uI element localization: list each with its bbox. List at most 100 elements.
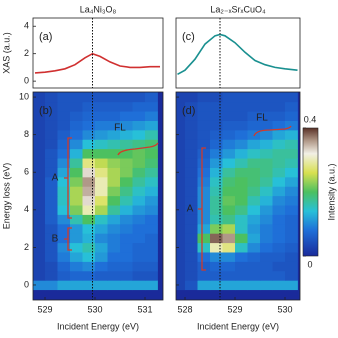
heatmap-cell (120, 120, 133, 131)
heatmap-cell (176, 176, 186, 187)
heatmap-cell (247, 242, 261, 253)
heatmap-cell (95, 92, 108, 103)
colorbar-label: Intensity (a.u.) (326, 163, 336, 220)
heatmap-cell (132, 167, 146, 178)
heatmap-cell (272, 195, 286, 206)
heatmap-cell (222, 242, 236, 253)
heatmap-cell (210, 92, 223, 103)
heatmap-cell (45, 120, 58, 131)
y-axis-label: XAS (a.u.) (1, 32, 11, 74)
heatmap-cell (222, 129, 236, 140)
heatmap-cell (82, 167, 96, 178)
heatmap-cell (176, 270, 186, 281)
panel-label: (a) (39, 31, 52, 43)
heatmap-cell (33, 148, 46, 159)
heatmap-cell (82, 261, 96, 272)
heatmap (176, 92, 298, 291)
heatmap-cell (45, 242, 58, 253)
heatmap-cell (70, 205, 83, 215)
heatmap-cell (197, 270, 211, 281)
y-tick-label: 2 (24, 242, 29, 252)
heatmap-cell (197, 111, 211, 121)
heatmap-cell (45, 223, 58, 234)
heatmap-cell (70, 167, 83, 178)
heatmap-cell (285, 214, 298, 225)
heatmap-cell (82, 205, 96, 215)
heatmap-cell (145, 176, 158, 187)
heatmap-cell (70, 261, 83, 272)
heatmap-cell (70, 242, 83, 253)
heatmap-cell (260, 261, 273, 272)
heatmap-cell (82, 280, 96, 291)
heatmap-cell (272, 233, 286, 244)
a-bracket-b (64, 137, 72, 219)
heatmap-cell (197, 186, 211, 197)
heatmap-cell (176, 195, 186, 206)
heatmap-cell (70, 139, 83, 150)
heatmap-cell (120, 214, 133, 225)
heatmap-cell (210, 167, 223, 178)
heatmap-cell (120, 205, 133, 215)
heatmap-cell (132, 176, 146, 187)
heatmap-cell (145, 148, 158, 159)
heatmap-cell (45, 270, 58, 281)
heatmap-cell (247, 223, 261, 234)
heatmap-cell (185, 261, 198, 272)
heatmap-cell (82, 214, 96, 225)
heatmap-cell (185, 148, 198, 159)
heatmap-cell (57, 242, 71, 253)
heatmap-cell (222, 111, 236, 121)
heatmap-cell (82, 195, 96, 206)
heatmap-cell (82, 223, 96, 234)
heatmap-cell (132, 148, 146, 159)
heatmap-cell (210, 261, 223, 272)
heatmap-cell (285, 280, 298, 291)
heatmap-cell (132, 195, 146, 206)
heatmap-cell (260, 186, 273, 197)
heatmap-cell (120, 261, 133, 272)
heatmap-cell (33, 111, 46, 121)
heatmap-cell (95, 158, 108, 168)
heatmap-cell (285, 186, 298, 197)
heatmap-cell (70, 270, 83, 281)
heatmap-cell (57, 280, 71, 291)
heatmap-cell (185, 205, 198, 215)
heatmap-cell (57, 205, 71, 215)
heatmap-cell (185, 111, 198, 121)
heatmap-cell (197, 92, 211, 103)
heatmap-cell (185, 233, 198, 244)
heatmap-cell (197, 148, 211, 159)
heatmap-cell (132, 205, 146, 215)
heatmap-cell (210, 280, 223, 291)
heatmap-cell (33, 280, 46, 291)
heatmap-cell (185, 120, 198, 131)
heatmap-cell (70, 280, 83, 291)
heatmap-cell (120, 242, 133, 253)
heatmap-cell (107, 280, 121, 291)
heatmap-cell (132, 120, 146, 131)
heatmap-cell (210, 111, 223, 121)
heatmap-cell (107, 205, 121, 215)
heatmap-cell (285, 242, 298, 253)
heatmap-cell (70, 148, 83, 159)
heatmap-cell (82, 129, 96, 140)
x-tick-label: 529 (37, 304, 52, 314)
heatmap-cell (176, 205, 186, 215)
heatmap-cell (260, 205, 273, 215)
heatmap-cell (272, 214, 286, 225)
heatmap-cell (33, 129, 46, 140)
heatmap-cell (45, 158, 58, 168)
heatmap-cell (95, 129, 108, 140)
heatmap-cell (82, 92, 96, 103)
heatmap-cell (176, 120, 186, 131)
heatmap-cell (247, 92, 261, 103)
heatmap-cell (222, 205, 236, 215)
heatmap-cell (197, 223, 211, 234)
heatmap-cell (120, 92, 133, 103)
heatmap-cell (247, 214, 261, 225)
fl-bracket-d (253, 125, 292, 137)
heatmap-cell (33, 223, 46, 234)
heatmap-cell (57, 129, 71, 140)
x-axis-label: Incident Energy (eV) (57, 321, 139, 331)
heatmap-cell (120, 195, 133, 206)
